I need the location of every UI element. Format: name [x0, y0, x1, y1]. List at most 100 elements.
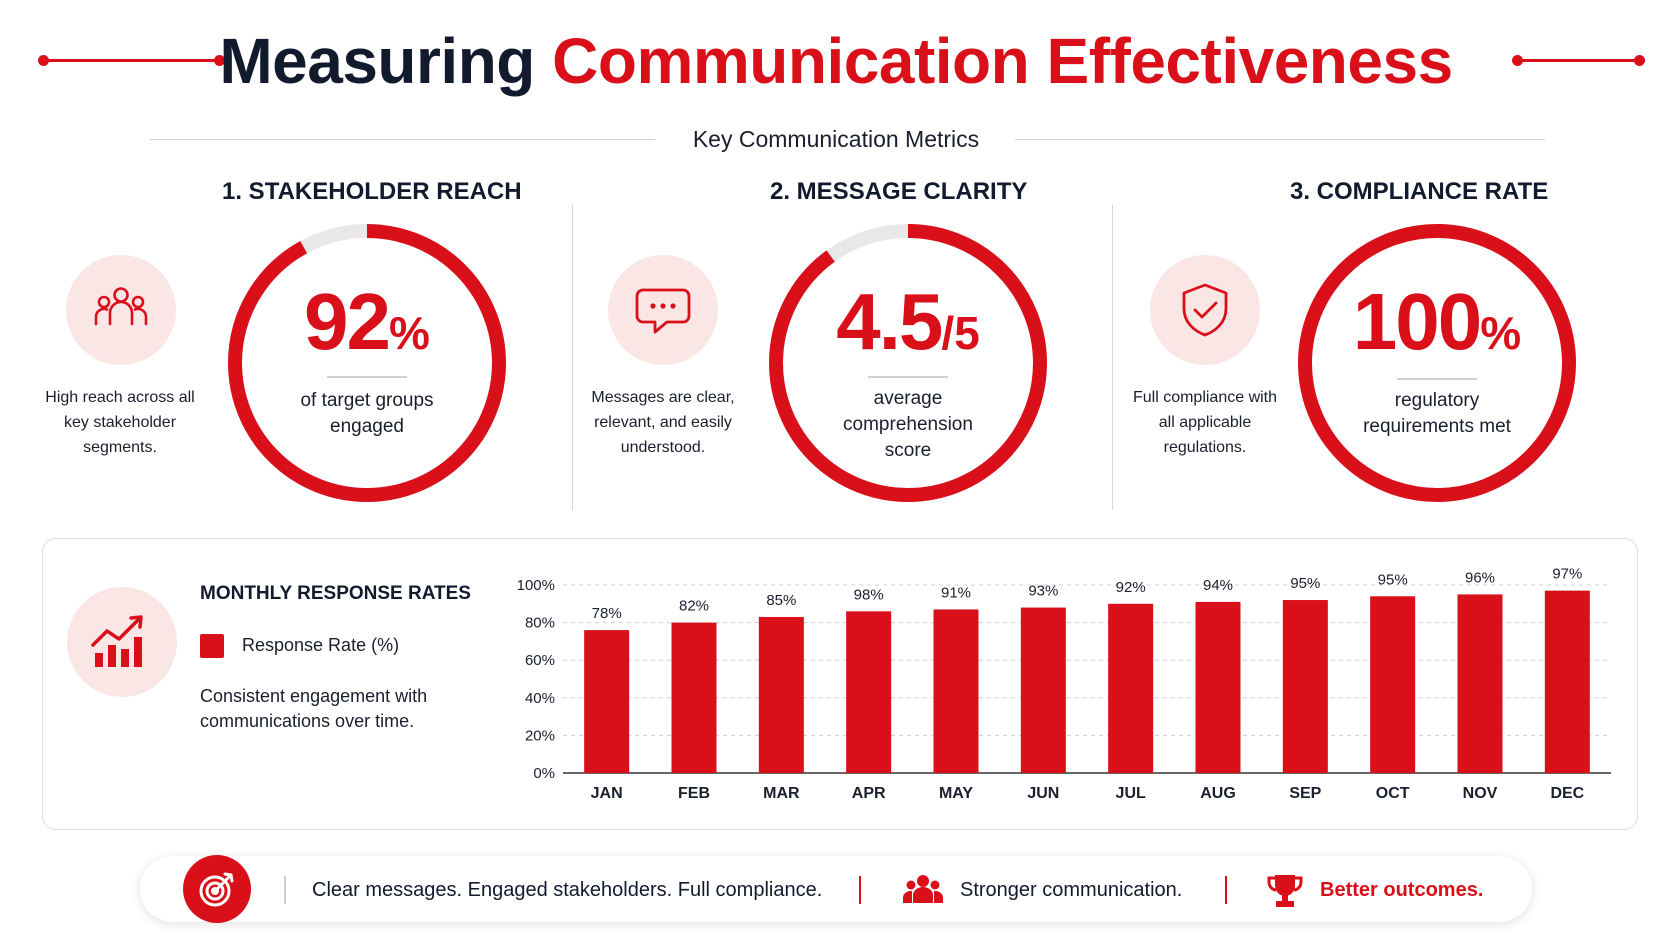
title-decor-line-right	[1516, 59, 1640, 62]
subtitle-line-left	[150, 139, 655, 140]
shield-check-icon	[1150, 255, 1260, 365]
metric-divider	[572, 205, 573, 510]
target-icon	[183, 855, 251, 923]
trophy-icon	[1266, 873, 1304, 914]
footer-separator	[284, 876, 286, 904]
x-tick-label: JUL	[1116, 785, 1146, 802]
title-decor-dot	[1634, 55, 1645, 66]
bar	[846, 611, 892, 773]
y-tick-label: 80%	[525, 615, 555, 632]
monthly-response-panel: MONTHLY RESPONSE RATES Response Rate (%)…	[42, 538, 1638, 830]
gauge-value: 4.5/5	[836, 277, 980, 366]
metric-heading: 2. MESSAGE CLARITY	[770, 178, 1028, 205]
footer-separator	[859, 876, 861, 904]
metric-divider	[1112, 205, 1113, 510]
footer-text-1: Clear messages. Engaged stakeholders. Fu…	[312, 879, 823, 901]
footer-text-3: Better outcomes.	[1320, 879, 1484, 901]
chart-heading: MONTHLY RESPONSE RATES	[200, 583, 471, 604]
gauge-arc	[1298, 224, 1576, 502]
x-tick-label: AUG	[1200, 785, 1236, 802]
bar	[1108, 603, 1154, 773]
title-decor-dot	[38, 55, 49, 66]
metric-heading: 1. STAKEHOLDER REACH	[222, 178, 522, 205]
metric-message-clarity: 2. MESSAGE CLARITY Messages are clear, r…	[580, 170, 1120, 520]
metric-description: Messages are clear, relevant, and easily…	[591, 389, 735, 456]
title-decor-dot	[1512, 55, 1523, 66]
y-tick-label: 20%	[525, 727, 555, 744]
trend-chart-icon	[67, 587, 177, 697]
y-tick-label: 60%	[525, 652, 555, 669]
subtitle-line-right	[1015, 139, 1545, 140]
data-label: 85%	[766, 592, 796, 609]
data-label: 94%	[1203, 577, 1233, 594]
gauge-label: regulatory requirements met	[1363, 390, 1511, 437]
data-label: 91%	[941, 584, 971, 601]
x-tick-label: FEB	[678, 785, 710, 802]
chat-bubble-icon	[608, 255, 718, 365]
y-tick-label: 0%	[533, 765, 555, 782]
chart-note: Consistent engagement with communication…	[200, 686, 428, 731]
gauge-arc	[228, 224, 506, 502]
footer-text-2: Stronger communication.	[960, 879, 1183, 901]
bar	[758, 616, 804, 773]
page-title: Measuring Communication Effectiveness	[0, 22, 1672, 100]
x-tick-label: SEP	[1289, 785, 1321, 802]
data-label: 82%	[679, 598, 709, 615]
page-title-part2: Communication Effectiveness	[552, 25, 1453, 97]
metric-heading: 3. COMPLIANCE RATE	[1290, 178, 1549, 205]
data-label: 92%	[1116, 579, 1146, 596]
gauge-arc	[769, 224, 1047, 502]
data-label: 95%	[1290, 575, 1320, 592]
metric-description: High reach across all key stakeholder se…	[45, 389, 195, 456]
data-label: 78%	[592, 605, 622, 622]
data-label: 98%	[854, 586, 884, 603]
x-tick-label: APR	[852, 785, 886, 802]
team-icon	[902, 873, 944, 912]
bar	[1544, 590, 1590, 773]
gauge-value: 92%	[304, 277, 430, 366]
gauge-message-clarity: 4.5/5 average comprehension score	[763, 218, 1053, 508]
data-label: 96%	[1465, 569, 1495, 586]
data-label: 93%	[1028, 583, 1058, 600]
gauge-label: of target groups engaged	[300, 390, 434, 437]
gauge-stakeholder-reach: 92% of target groups engaged	[222, 218, 512, 508]
people-icon	[66, 255, 176, 365]
y-tick-label: 100%	[517, 577, 555, 594]
legend-swatch	[200, 634, 224, 658]
bar-chart: 0% 20% 40% 60% 80% 100% 78% JAN 82% FEB 85% MAR 98% A…	[517, 566, 1611, 802]
bar	[1457, 594, 1503, 773]
x-tick-label: DEC	[1550, 785, 1584, 802]
gauge-value: 100%	[1352, 277, 1522, 366]
gauge-separator	[1397, 378, 1477, 380]
footer-banner	[140, 856, 1532, 922]
footer-separator	[1225, 876, 1227, 904]
bar	[1020, 607, 1066, 773]
bar	[671, 622, 717, 773]
gauge-compliance-rate: 100% regulatory requirements met	[1292, 218, 1582, 508]
gauge-label: average comprehension score	[843, 388, 973, 461]
metric-compliance-rate: 3. COMPLIANCE RATE Full compliance with …	[1120, 170, 1660, 520]
gauge-separator	[868, 376, 948, 378]
y-tick-label: 40%	[525, 690, 555, 707]
title-row: Measuring Communication Effectiveness	[0, 22, 1672, 102]
x-tick-label: OCT	[1376, 785, 1410, 802]
bar	[1282, 600, 1328, 773]
x-tick-label: JAN	[591, 785, 623, 802]
x-tick-label: NOV	[1463, 785, 1498, 802]
subtitle: Key Communication Metrics	[692, 126, 980, 152]
bar	[1195, 601, 1241, 773]
bar	[933, 609, 979, 773]
x-tick-label: JUN	[1027, 785, 1059, 802]
data-label: 95%	[1378, 571, 1408, 588]
gauge-separator	[327, 376, 407, 378]
page-title-part1: Measuring	[219, 25, 535, 97]
title-decor-line-left	[42, 59, 220, 62]
legend-label: Response Rate (%)	[242, 635, 400, 655]
subtitle-row: Key Communication Metrics	[0, 124, 1672, 154]
bar	[584, 630, 630, 773]
data-label: 97%	[1552, 566, 1582, 583]
x-tick-label: MAR	[763, 785, 800, 802]
bar	[1370, 596, 1416, 773]
metric-description: Full compliance with all applicable regu…	[1132, 389, 1278, 456]
metric-stakeholder-reach: 1. STAKEHOLDER REACH High reach across a…	[40, 170, 580, 520]
